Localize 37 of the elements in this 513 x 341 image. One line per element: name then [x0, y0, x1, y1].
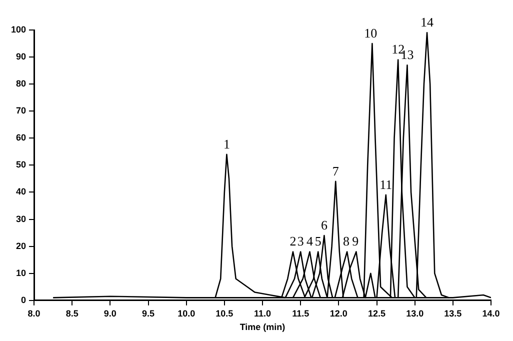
x-tick-label: 12.5 — [368, 308, 386, 318]
x-tick-label: 9.0 — [104, 308, 116, 318]
annotation: 3 — [297, 234, 304, 249]
x-tick-label: 14.0 — [482, 308, 500, 318]
y-tick-label: 40 — [16, 186, 26, 197]
x-tick-label: 13.0 — [406, 308, 424, 318]
annotation: 4 — [306, 234, 314, 249]
annotation: 10 — [364, 25, 378, 40]
x-tick-label: 11.0 — [254, 308, 272, 318]
y-tick-label: 60 — [16, 132, 26, 143]
y-tick-label: 80 — [16, 78, 26, 89]
annotation: 6 — [320, 217, 328, 232]
annotation: 2 — [290, 234, 296, 249]
annotation: 5 — [314, 234, 322, 249]
x-tick-label: 10.0 — [178, 308, 196, 318]
y-tick-label: 30 — [16, 214, 26, 224]
y-tick-label: 0 — [21, 294, 26, 305]
y-tick-label: 50 — [16, 160, 26, 170]
x-tick-label: 13.5 — [444, 308, 462, 318]
y-tick-label: 70 — [16, 106, 26, 116]
annotation: 7 — [332, 163, 340, 178]
annotation: 1 — [223, 136, 230, 152]
x-tick-label: 9.5 — [142, 308, 155, 318]
x-axis-title: Time (min) — [240, 322, 286, 332]
y-tick-label: 20 — [16, 240, 26, 251]
x-tick-label: 8.5 — [66, 308, 78, 318]
x-tick-label: 10.5 — [216, 308, 234, 318]
x-tick-label: 8.0 — [28, 308, 40, 318]
y-tick-label: 10 — [16, 268, 26, 278]
annotation: 11 — [380, 176, 392, 192]
annotation: 9 — [352, 234, 359, 249]
x-tick-label: 11.5 — [292, 308, 310, 318]
annotation: 14 — [420, 14, 434, 30]
y-tick-label: 90 — [16, 52, 26, 62]
y-tick-label: 100 — [10, 24, 26, 34]
x-tick-label: 12.0 — [330, 308, 348, 318]
annotation: 8 — [343, 234, 350, 249]
